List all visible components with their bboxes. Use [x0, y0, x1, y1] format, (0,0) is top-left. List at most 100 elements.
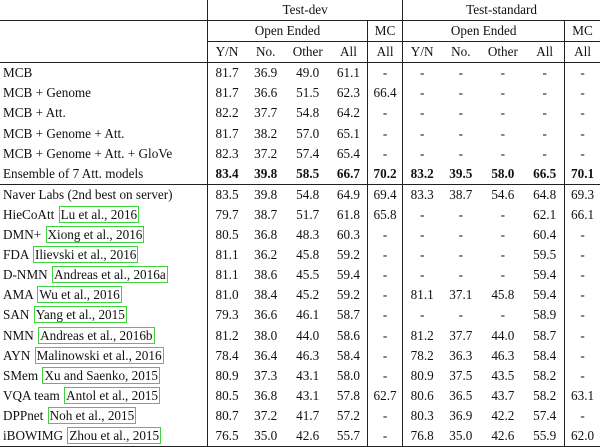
table-cell: 76.8 — [402, 425, 442, 447]
table-cell: 58.7 — [533, 327, 557, 343]
table-cell: 78.2 — [402, 345, 442, 366]
method-name: MCB — [0, 63, 208, 84]
table-cell: - — [458, 307, 464, 323]
table-cell: - — [564, 143, 600, 164]
table-cell: - — [458, 267, 464, 283]
header-row-subgroups: Open Ended MC Open Ended MC — [0, 20, 600, 42]
table-cell: 82.3 — [207, 143, 246, 164]
citation-link[interactable]: Xu and Saenko, 2015 — [42, 366, 161, 384]
table-cell: 55.9 — [525, 425, 565, 447]
col-no-std: No. — [441, 41, 481, 64]
citation-link[interactable]: Ilievski et al., 2016 — [32, 246, 139, 264]
table-cell: 44.0 — [491, 327, 515, 343]
method-name: HieCoAtt Lu et al., 2016 — [0, 205, 208, 225]
table-cell: - — [500, 206, 506, 222]
method-label: Ensemble of 7 Att. models — [3, 165, 144, 181]
col-yn-std: Y/N — [402, 41, 442, 64]
table-cell: - — [366, 365, 403, 386]
header-test-standard: Test-standard — [402, 0, 600, 21]
citation-link[interactable]: Xiong et al., 2016 — [45, 226, 145, 244]
table-row: MCB 81.7 36.9 49.0 61.1- - - - - - — [0, 62, 600, 84]
citation-link[interactable]: Zhou et al., 2015 — [67, 426, 162, 444]
table-cell: 38.0 — [254, 327, 278, 343]
table-cell: - — [402, 265, 442, 286]
table-row: D-NMN Andreas et al., 2016a 81.1 38.6 45.5 5… — [0, 265, 600, 286]
table-cell: - — [500, 65, 506, 81]
table-cell: 81.0 — [207, 285, 246, 306]
method-label: SAN — [3, 307, 30, 323]
section-other-methods: Naver Labs (2nd best on server) 83.5 39.8 5… — [0, 184, 600, 447]
table-cell: 41.7 — [296, 407, 320, 423]
table-cell: 39.8 — [254, 186, 278, 202]
table-cell: 70.2 — [366, 163, 403, 185]
section-our-models: MCB 81.7 36.9 49.0 61.1- - - - - - MCB + Genome 81.… — [0, 62, 600, 185]
citation-link[interactable]: Malinowski et al., 2016 — [34, 346, 164, 364]
table-cell: 38.7 — [449, 186, 473, 202]
table-cell: - — [366, 325, 403, 346]
citation-link[interactable]: Lu et al., 2016 — [58, 205, 140, 223]
table-cell: 35.0 — [441, 425, 481, 447]
table-cell: - — [402, 83, 442, 104]
header-mc-dev: MC — [366, 20, 403, 42]
table-cell: - — [500, 125, 506, 141]
table-cell: 37.2 — [254, 145, 278, 161]
table-cell: - — [366, 305, 403, 326]
citation-link[interactable]: Andreas et al., 2016b — [38, 326, 155, 344]
table-cell: - — [500, 85, 506, 101]
table-cell: - — [500, 267, 506, 283]
table-cell: - — [366, 245, 403, 266]
table-cell: - — [564, 225, 600, 246]
table-cell: 57.4 — [296, 145, 320, 161]
table-cell: 45.2 — [296, 287, 320, 303]
table-cell: 83.2 — [402, 163, 442, 185]
table-cell: 49.0 — [296, 65, 320, 81]
table-cell: 79.3 — [207, 305, 246, 326]
method-label: HieCoAtt — [3, 206, 55, 222]
table-row: DMN+ Xiong et al., 2016 80.5 36.8 48.3 60.3-… — [0, 225, 600, 246]
table-row: MCB + Genome + Att. 81.7 38.2 57.0 65.1- - - - -… — [0, 123, 600, 144]
table-cell: 36.8 — [254, 387, 278, 403]
table-cell: 35.0 — [245, 425, 286, 447]
header-test-dev: Test-dev — [207, 0, 403, 21]
table-cell: 65.4 — [336, 145, 360, 161]
table-cell: 80.6 — [402, 385, 442, 406]
table-cell: 42.2 — [491, 407, 515, 423]
table-cell: 36.8 — [254, 227, 278, 243]
col-mc-all-std: All — [564, 41, 600, 64]
table-cell: - — [500, 145, 506, 161]
table-cell: 37.2 — [254, 407, 278, 423]
table-cell: 61.1 — [336, 65, 360, 81]
table-cell: - — [500, 307, 506, 323]
table-cell: 37.7 — [449, 327, 473, 343]
table-cell: 69.3 — [564, 184, 600, 205]
method-name: MCB + Genome + Att. — [0, 124, 208, 144]
table-cell: 36.9 — [254, 65, 278, 81]
table-cell: 58.9 — [533, 307, 557, 323]
table-row: Naver Labs (2nd best on server) 83.5 39.8 5… — [0, 184, 600, 205]
table-cell: - — [366, 405, 403, 426]
method-name: NMN Andreas et al., 2016b — [0, 326, 208, 346]
table-cell: 81.7 — [207, 83, 246, 104]
table-cell: 57.2 — [336, 407, 360, 423]
table-cell: - — [366, 225, 403, 246]
table-cell: 76.5 — [207, 425, 246, 447]
method-label: AMA — [3, 287, 34, 303]
citation-link[interactable]: Wu et al., 2016 — [37, 286, 122, 304]
table-cell: 46.1 — [296, 307, 320, 323]
method-name: MCB + Genome — [0, 83, 208, 103]
table-cell: 48.3 — [296, 227, 320, 243]
citation-link[interactable]: Andreas et al., 2016a — [52, 266, 168, 284]
table-cell: - — [402, 225, 442, 246]
citation-link[interactable]: Noh et al., 2015 — [47, 406, 137, 424]
table-cell: - — [402, 143, 442, 164]
table-cell: - — [564, 325, 600, 346]
table-cell: 83.5 — [207, 184, 246, 205]
table-cell: 54.6 — [491, 186, 515, 202]
table-cell: 58.6 — [336, 327, 360, 343]
table-cell: 66.5 — [525, 163, 565, 185]
table-cell: 70.1 — [564, 163, 600, 185]
table-cell: 36.6 — [254, 85, 278, 101]
citation-link[interactable]: Yang et al., 2015 — [33, 306, 127, 324]
table-row: AMA Wu et al., 2016 81.0 38.4 45.2 59.2-81.1… — [0, 285, 600, 306]
citation-link[interactable]: Antol et al., 2015 — [64, 386, 161, 404]
